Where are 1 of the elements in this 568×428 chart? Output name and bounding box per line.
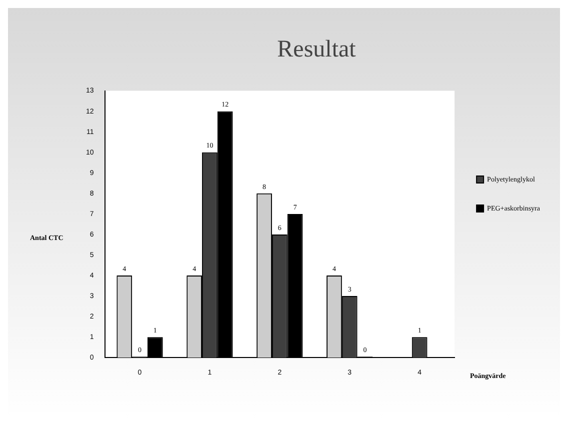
chart-title: Resultat <box>277 36 356 63</box>
